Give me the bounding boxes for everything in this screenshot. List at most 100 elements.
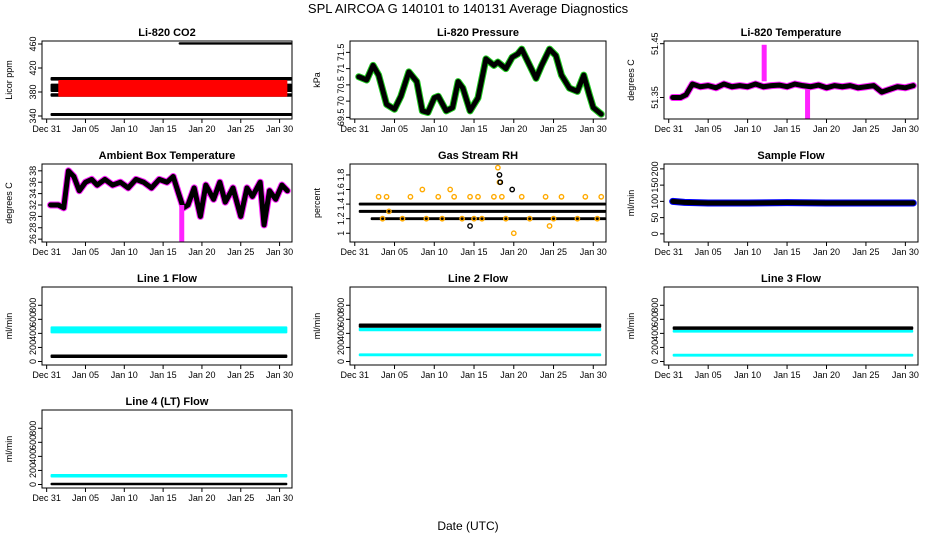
x-tick-label: Jan 10 <box>421 247 448 257</box>
x-tick-label: Jan 30 <box>892 247 919 257</box>
main-title: SPL AIRCOA G 140101 to 140131 Average Di… <box>308 1 629 16</box>
x-tick-label: Jan 30 <box>266 370 293 380</box>
x-tick-label: Jan 15 <box>461 124 488 134</box>
x-tick-label: Jan 20 <box>188 493 215 503</box>
panel-co2: Li-820 CO2 Licor ppm Dec 31 Jan 05 Jan 10 Jan… <box>4 27 293 134</box>
x-tick-label: Jan 10 <box>421 124 448 134</box>
plot-frame <box>663 40 919 120</box>
x-tick-label: Jan 25 <box>852 370 879 380</box>
x-tick-label: Jan 25 <box>227 370 254 380</box>
data-point <box>383 193 390 200</box>
y-tick-text: 800 <box>336 298 346 313</box>
y-axis-label: kPa <box>312 72 322 88</box>
data-layer <box>669 44 917 119</box>
data-point <box>558 193 565 200</box>
x-tick-label: Jan 15 <box>150 493 177 503</box>
y-tick-label: 30 <box>28 211 38 221</box>
data-point <box>497 179 504 186</box>
y-tick-text: 460 <box>28 36 38 51</box>
series-band <box>672 326 914 330</box>
x-tick-label: Jan 05 <box>72 370 99 380</box>
y-tick-label: 200 <box>336 340 346 355</box>
x-tick-label: Jan 15 <box>150 124 177 134</box>
x-tick-label: Jan 10 <box>734 247 761 257</box>
data-point <box>451 193 458 200</box>
data-layer <box>47 167 291 242</box>
series-band <box>178 42 292 45</box>
series-band <box>58 80 288 97</box>
x-tick-label: Jan 15 <box>461 247 488 257</box>
y-tick-label: 1.2 <box>336 212 346 225</box>
data-point <box>598 193 605 200</box>
data-point <box>494 164 501 171</box>
y-tick-text: 0 <box>650 231 660 236</box>
data-point <box>550 215 557 222</box>
x-tick-label: Jan 25 <box>852 124 879 134</box>
y-tick-text: 50 <box>650 213 660 223</box>
panel-title: Line 1 Flow <box>137 273 197 285</box>
y-tick-text: 38 <box>28 166 38 176</box>
data-point <box>423 215 430 222</box>
y-tick-text: 71 <box>336 64 346 74</box>
y-tick-label: 380 <box>28 84 38 99</box>
x-tick-label: Dec 31 <box>32 370 61 380</box>
y-tick-text: 380 <box>28 84 38 99</box>
y-tick-label: 400 <box>336 326 346 341</box>
y-tick-label: 0 <box>650 359 660 364</box>
x-tick-label: Jan 20 <box>500 247 527 257</box>
x-tick-label: Jan 20 <box>813 247 840 257</box>
x-tick-label: Jan 15 <box>774 370 801 380</box>
data-point <box>471 215 477 222</box>
y-tick-text: 600 <box>28 435 38 450</box>
y-tick-label: 28 <box>28 223 38 233</box>
plot-frame <box>41 163 293 243</box>
y-tick-label: 600 <box>650 312 660 327</box>
x-tick-label: Jan 10 <box>111 370 138 380</box>
y-axis-label: Licor ppm <box>4 60 14 100</box>
y-tick-label: 0 <box>28 359 38 364</box>
x-tick-label: Jan 10 <box>734 124 761 134</box>
y-tick-text: 200 <box>336 340 346 355</box>
x-tick-label: Jan 05 <box>695 247 722 257</box>
x-tick-label: Jan 20 <box>813 370 840 380</box>
y-tick-label: 400 <box>28 449 38 464</box>
series-band <box>672 353 914 357</box>
panel-title: Line 2 Flow <box>448 273 508 285</box>
data-point <box>475 193 481 200</box>
plot-frame <box>349 40 607 120</box>
y-axis-label: ml/min <box>626 190 636 217</box>
y-tick-label: 600 <box>28 312 38 327</box>
y-tick-label: 51.45 <box>650 32 660 55</box>
y-tick-label: 38 <box>28 166 38 176</box>
data-point <box>375 193 382 200</box>
plot-frame <box>349 286 607 366</box>
y-tick-text: 1.8 <box>336 169 346 182</box>
y-tick-label: 69.5 <box>336 109 346 127</box>
data-point <box>518 193 525 200</box>
x-tick-label: Jan 25 <box>227 493 254 503</box>
x-tick-label: Jan 25 <box>852 247 879 257</box>
panel-line2: Line 2 Flow ml/min Dec 31 Jan 05 Jan 10 Jan 1… <box>312 273 607 380</box>
data-layer <box>355 45 605 118</box>
x-tick-label: Jan 20 <box>500 124 527 134</box>
x-tick-label: Jan 30 <box>892 124 919 134</box>
series-band <box>370 217 606 221</box>
series-band <box>358 209 606 213</box>
x-tick-label: Jan 20 <box>188 247 215 257</box>
y-tick-label: 800 <box>650 298 660 313</box>
x-tick-label: Jan 20 <box>188 124 215 134</box>
panel-pressure: Li-820 Pressure kPa Dec 31 Jan 05 Jan 10 Jan … <box>312 27 607 134</box>
y-tick-label: 1.6 <box>336 183 346 196</box>
y-tick-label: 200 <box>28 340 38 355</box>
y-axis-label: ml/min <box>312 313 322 340</box>
data-point <box>479 215 485 222</box>
y-tick-label: 51.35 <box>650 86 660 109</box>
x-tick-label: Jan 20 <box>188 370 215 380</box>
data-point <box>386 208 392 215</box>
y-tick-label: 200 <box>28 463 38 478</box>
x-tick-label: Dec 31 <box>341 247 370 257</box>
x-tick-label: Jan 15 <box>150 247 177 257</box>
series-band <box>50 354 288 358</box>
y-tick-label: 34 <box>28 189 38 199</box>
x-tick-label: Jan 05 <box>381 370 408 380</box>
